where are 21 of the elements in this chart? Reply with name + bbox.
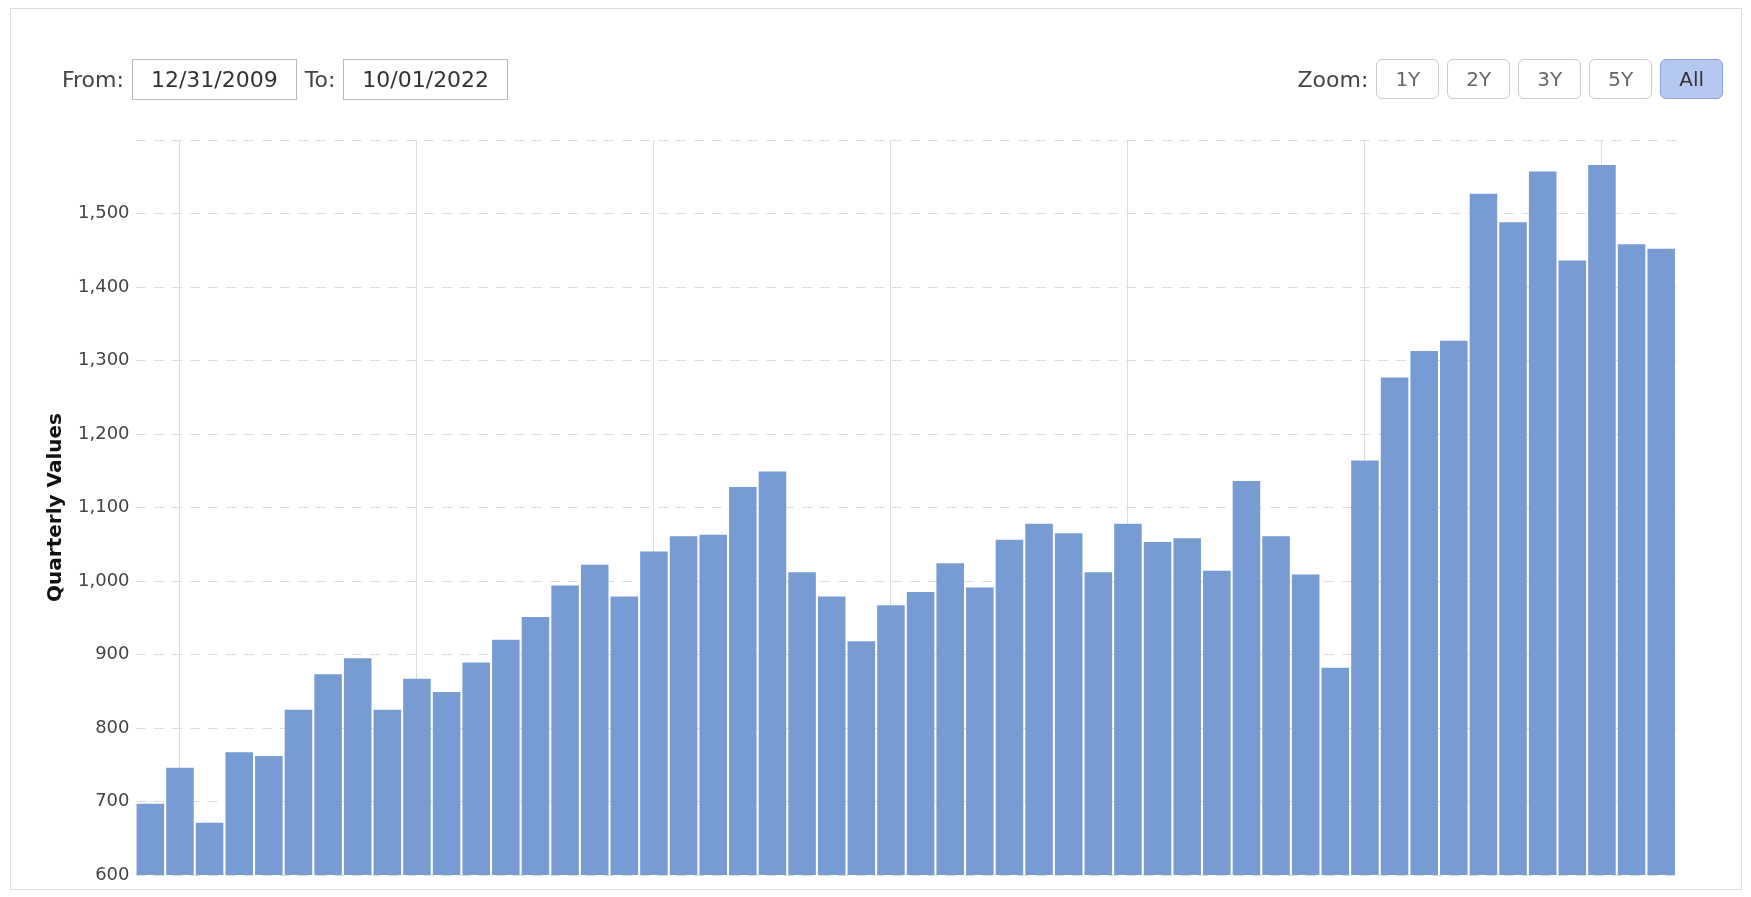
y-tick-label: 1,500 — [78, 201, 130, 223]
y-tick-label: 1,100 — [78, 495, 130, 517]
text: To: — [304, 66, 336, 92]
zoom-button: All — [1660, 59, 1723, 99]
y-tick-label: 1,400 — [78, 274, 130, 296]
y-tick-label: 600 — [95, 862, 130, 884]
y-tick-label: 900 — [95, 642, 130, 664]
y-tick-label: 1,200 — [78, 421, 130, 443]
y-axis-title: Quarterly Values — [42, 413, 67, 602]
zoom-button: 5Y — [1589, 59, 1653, 99]
date-field: 10/01/2022 — [343, 58, 509, 100]
y-tick-label: 1,300 — [78, 348, 130, 370]
zoom-button: 3Y — [1518, 59, 1582, 99]
text: Zoom: — [1297, 66, 1369, 92]
y-tick-label: 800 — [95, 715, 130, 737]
zoom-button: 2Y — [1447, 59, 1511, 99]
y-tick-label: 1,000 — [78, 568, 130, 590]
date-field: 12/31/2009 — [131, 58, 297, 100]
zoom-button: 1Y — [1376, 59, 1440, 99]
y-tick-label: 700 — [95, 789, 130, 811]
text: From: — [62, 66, 124, 92]
